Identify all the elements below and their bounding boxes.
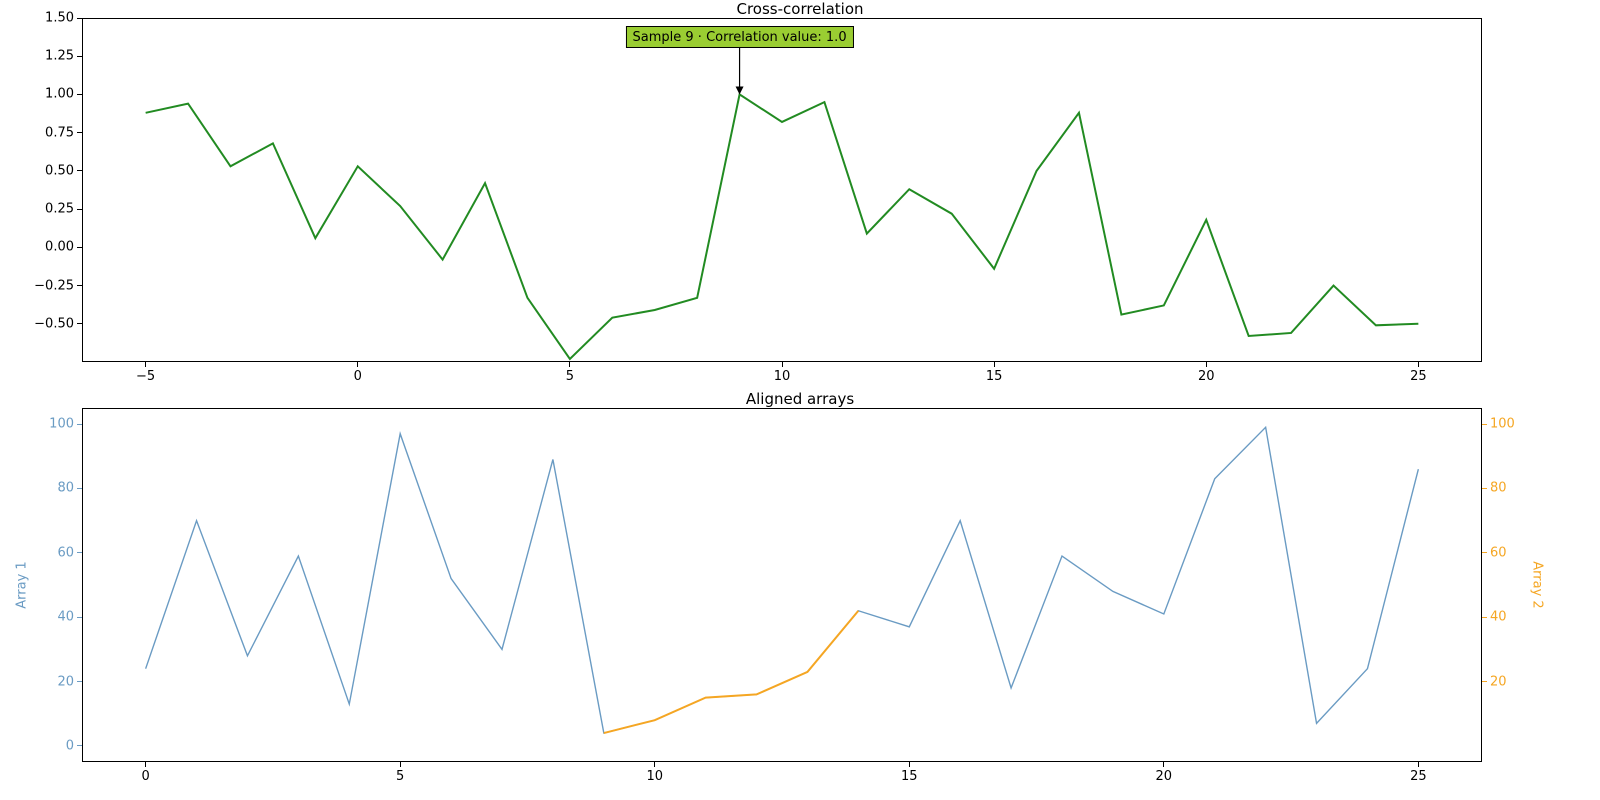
annotation-arrow xyxy=(0,0,1600,800)
figure: Cross-correlation −50510152025−0.50−0.25… xyxy=(0,0,1600,800)
